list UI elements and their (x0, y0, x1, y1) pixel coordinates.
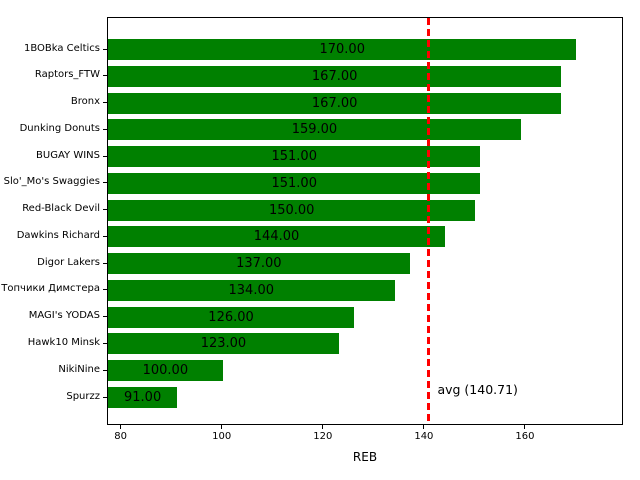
x-tick-mark (120, 425, 122, 429)
bar-value-label: 126.00 (208, 309, 254, 325)
bar-value-label: 159.00 (291, 122, 338, 138)
y-tick-mark (103, 316, 107, 318)
bar-value-label: 134.00 (228, 282, 275, 298)
x-tick-label: 140 (414, 431, 434, 442)
bar-value-label: 150.00 (268, 202, 315, 218)
y-tick-label: NikiNine (58, 363, 100, 375)
y-tick-mark (103, 396, 107, 398)
y-tick-mark (103, 182, 107, 184)
bar (108, 39, 577, 60)
x-tick-label: 120 (313, 431, 333, 442)
y-tick-label: Red-Black Devil (22, 203, 100, 215)
y-tick-mark (103, 235, 107, 237)
y-tick-mark (103, 48, 107, 50)
y-tick-label: Hawk10 Minsk (27, 336, 100, 348)
y-tick-mark (103, 75, 107, 77)
y-tick-label: Dawkins Richard (16, 229, 100, 241)
bar-value-label: 100.00 (142, 363, 189, 379)
bar-value-label: 170.00 (319, 42, 365, 57)
average-reference-line (426, 18, 430, 424)
y-tick-label: Slo'_Mo's Swaggies (3, 176, 100, 188)
y-tick-mark (103, 102, 107, 104)
y-tick-label: 1BOBka Celtics (23, 42, 100, 54)
average-line-label: avg (140.71) (437, 382, 518, 397)
bar (108, 360, 223, 382)
bar (108, 119, 521, 141)
bar-value-label: 91.00 (124, 390, 162, 405)
bar (108, 92, 562, 114)
plot-area: 170.00 167.00 167.00 159.00 151.00 151.00 150.… (107, 17, 623, 425)
bar-value-label: 123.00 (200, 336, 247, 352)
x-axis-label: REB (352, 450, 378, 464)
x-tick-mark (221, 425, 223, 429)
bar (108, 253, 410, 275)
x-tick-mark (322, 425, 324, 429)
x-tick-mark (524, 425, 526, 429)
bar-value-label: 167.00 (311, 95, 358, 111)
y-tick-label: BUGAY WINS (36, 149, 100, 161)
bar (108, 65, 562, 87)
bar-value-label: 151.00 (271, 175, 317, 191)
x-tick-mark (423, 425, 425, 429)
bar (108, 306, 355, 328)
y-tick-label: Топчики Димстера (1, 283, 100, 295)
bar (108, 387, 178, 408)
x-tick-label: 80 (114, 431, 127, 442)
bar (108, 333, 339, 355)
bar (108, 199, 476, 221)
y-tick-label: Digor Lakers (37, 256, 100, 268)
y-tick-mark (103, 369, 107, 371)
y-tick-mark (103, 128, 107, 130)
bar-value-label: 137.00 (236, 256, 282, 272)
y-tick-mark (103, 209, 107, 211)
y-tick-label: Bronx (70, 96, 100, 108)
bar (108, 226, 446, 248)
y-tick-label: MAGI's YODAS (28, 310, 100, 322)
y-tick-label: Spurzz (66, 390, 100, 402)
y-tick-label: Dunking Donuts (19, 122, 100, 134)
y-tick-mark (103, 289, 107, 291)
y-tick-mark (103, 262, 107, 264)
y-tick-mark (103, 342, 107, 344)
bar (108, 172, 481, 194)
bar-value-label: 144.00 (253, 229, 300, 245)
y-tick-mark (103, 155, 107, 157)
bar (108, 279, 395, 301)
bar (108, 146, 481, 168)
x-tick-label: 160 (515, 431, 535, 442)
bar-value-label: 167.00 (311, 68, 358, 84)
x-tick-label: 100 (212, 431, 232, 442)
bar-value-label: 151.00 (271, 149, 317, 165)
y-tick-label: Raptors_FTW (34, 69, 100, 81)
